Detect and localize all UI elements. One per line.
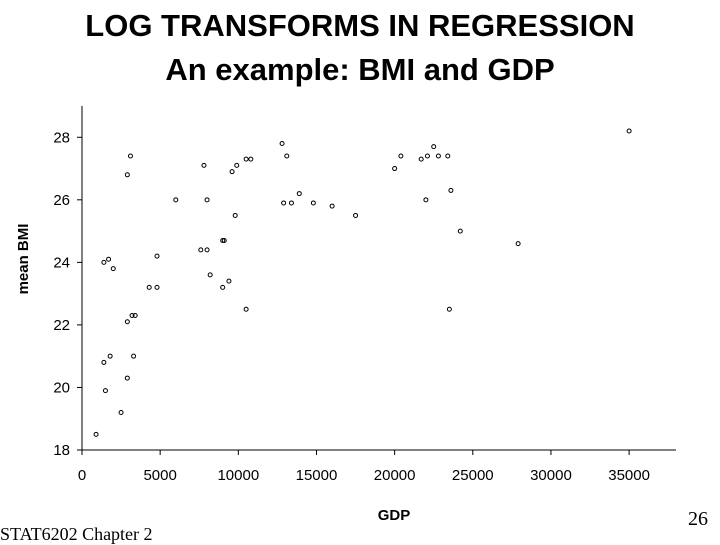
data-point [93, 431, 99, 437]
y-tick-label: 20 [53, 379, 70, 396]
data-point [131, 353, 137, 359]
data-point [353, 212, 359, 218]
data-point [281, 200, 287, 206]
y-tick-label: 18 [53, 442, 70, 459]
data-point [398, 153, 404, 159]
y-tick-label: 26 [53, 192, 70, 209]
data-point [457, 228, 463, 234]
data-point [392, 166, 398, 172]
data-point [101, 259, 107, 265]
data-point [232, 212, 238, 218]
x-tick-label: 20000 [374, 467, 416, 484]
data-point [243, 156, 249, 162]
data-point [423, 197, 429, 203]
y-tick-label: 24 [53, 254, 70, 271]
data-point [118, 409, 124, 415]
data-point [626, 128, 632, 134]
data-point [279, 141, 285, 147]
data-point [448, 187, 454, 193]
data-point [220, 284, 226, 290]
data-point [310, 200, 316, 206]
data-point [154, 284, 160, 290]
chart-axes: 0 5000 10000 15000 20000 25000 30000 35000 18 20 2… [53, 106, 676, 484]
data-point [201, 162, 207, 168]
data-point [220, 237, 226, 243]
data-point [129, 313, 135, 319]
data-point [229, 169, 235, 175]
data-point [515, 241, 521, 247]
data-point [431, 144, 437, 150]
data-point [132, 313, 138, 319]
page-number: 26 [688, 508, 708, 530]
data-point [204, 247, 210, 253]
data-point [296, 191, 302, 197]
data-point [110, 266, 116, 272]
x-tick-label: 15000 [296, 467, 338, 484]
data-point [288, 200, 294, 206]
x-tick-label: 25000 [452, 467, 494, 484]
data-point [124, 375, 130, 381]
slide-title: LOG TRANSFORMS IN REGRESSION [85, 8, 635, 43]
data-point [173, 197, 179, 203]
data-point [146, 284, 152, 290]
y-tick-label: 22 [53, 317, 70, 334]
x-tick-label: 35000 [608, 467, 650, 484]
data-point [124, 172, 130, 178]
x-axis-label: GDP [378, 507, 411, 524]
data-point [221, 237, 227, 243]
x-tick-label: 5000 [143, 467, 176, 484]
data-point [101, 359, 107, 365]
data-point [124, 319, 130, 325]
data-point [127, 153, 133, 159]
slide-subtitle: An example: BMI and GDP [165, 52, 555, 87]
data-point [243, 306, 249, 312]
data-point [154, 253, 160, 259]
data-point [446, 306, 452, 312]
data-point [248, 156, 254, 162]
data-point [226, 278, 232, 284]
data-point [418, 156, 424, 162]
data-point [284, 153, 290, 159]
chart-points [93, 128, 632, 437]
data-point [445, 153, 451, 159]
x-tick-label: 0 [78, 467, 86, 484]
data-point [198, 247, 204, 253]
footer-course-label: STAT6202 Chapter 2 [0, 524, 153, 544]
data-point [207, 272, 213, 278]
y-tick-label: 28 [53, 129, 70, 146]
data-point [102, 388, 108, 394]
data-point [424, 153, 430, 159]
data-point [204, 197, 210, 203]
y-axis-label: mean BMI [15, 224, 32, 295]
data-point [106, 256, 112, 262]
x-tick-label: 30000 [530, 467, 572, 484]
data-point [329, 203, 335, 209]
x-tick-label: 10000 [217, 467, 259, 484]
data-point [435, 153, 441, 159]
data-point [107, 353, 113, 359]
data-point [234, 162, 240, 168]
